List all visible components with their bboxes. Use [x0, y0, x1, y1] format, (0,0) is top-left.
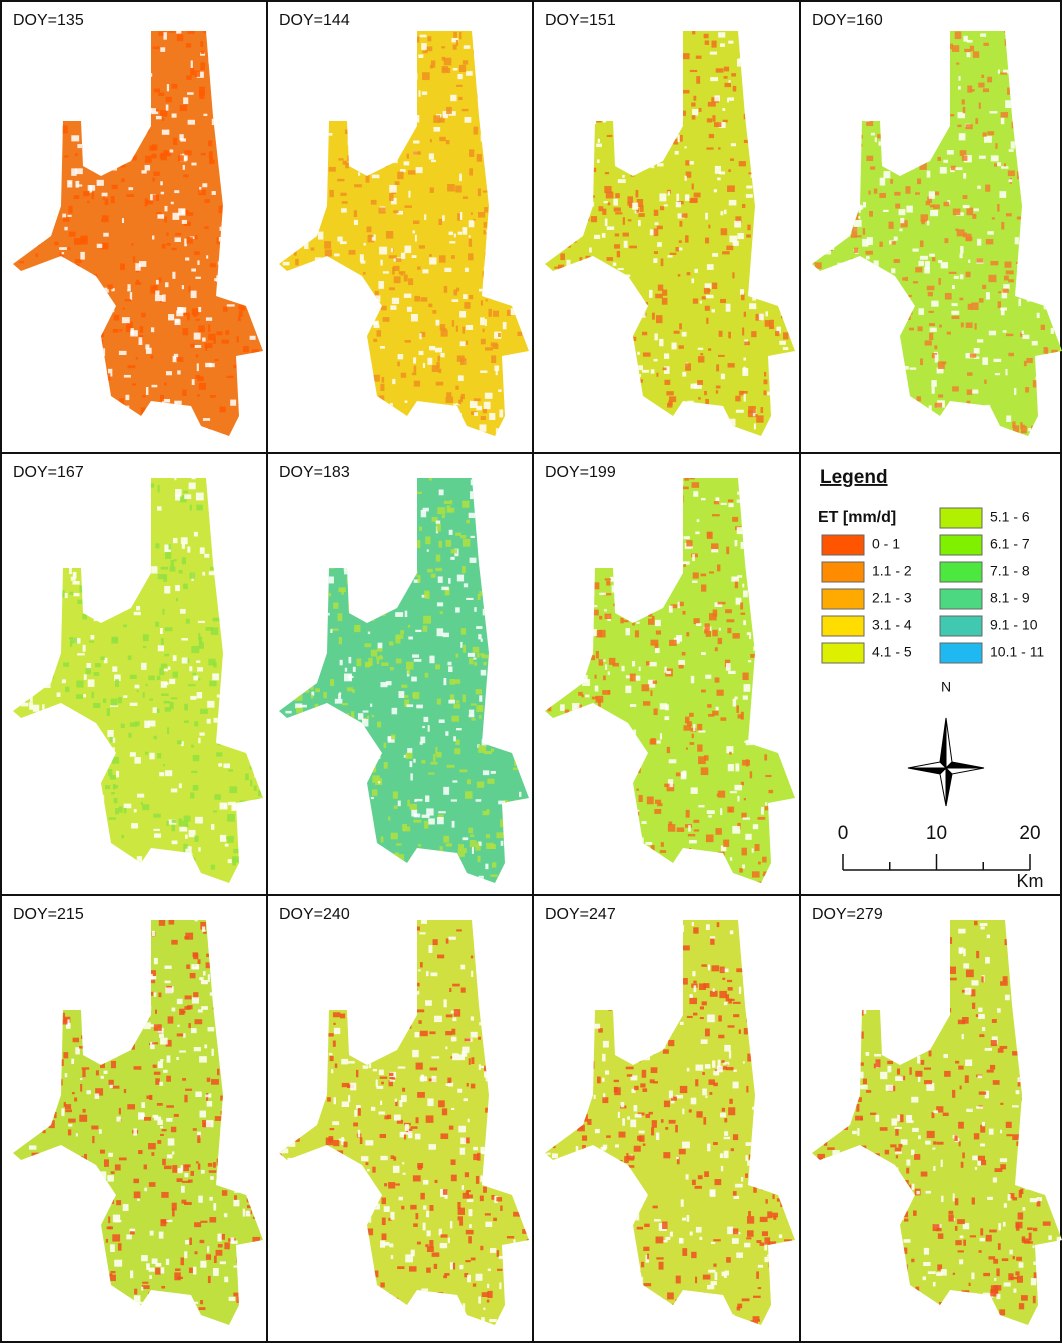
legend-label: 2.1 - 3 — [872, 590, 912, 606]
panel-label: DOY=199 — [545, 464, 616, 481]
legend-swatch — [822, 616, 864, 636]
legend-label: 8.1 - 9 — [990, 590, 1030, 606]
panel-label: DOY=135 — [13, 12, 84, 29]
map-panel — [278, 473, 538, 895]
map-panel — [543, 473, 802, 894]
legend-swatch — [940, 508, 982, 528]
legend-swatch — [940, 562, 982, 582]
panel-label: DOY=151 — [545, 12, 616, 29]
map-panel — [11, 26, 273, 447]
legend-subtitle: ET [mm/d] — [818, 509, 896, 526]
map-panel — [11, 473, 270, 892]
et-map — [13, 31, 263, 436]
et-map — [13, 920, 263, 1325]
map-panel — [543, 915, 803, 1332]
panel-label: DOY=183 — [279, 464, 350, 481]
map-panel — [277, 28, 537, 447]
north-label: N — [941, 679, 951, 695]
map-panel — [543, 30, 805, 443]
legend-swatch — [822, 535, 864, 555]
legend-swatch — [822, 589, 864, 609]
legend-label: 7.1 - 8 — [990, 563, 1030, 579]
map-panel — [11, 915, 273, 1331]
scale-label: 10 — [926, 823, 947, 844]
legend-label: 6.1 - 7 — [990, 536, 1030, 552]
panel-label: DOY=144 — [279, 12, 350, 29]
legend-swatch — [940, 643, 982, 663]
panel-label: DOY=279 — [812, 906, 883, 923]
et-map — [13, 478, 263, 883]
legend-label: 10.1 - 11 — [990, 644, 1044, 660]
legend-swatch — [940, 616, 982, 636]
legend-label: 9.1 - 10 — [990, 617, 1038, 633]
figure: DOY=135 DOY=144 DOY=151 DOY=160 DOY=167 DOY=1… — [0, 0, 1062, 1343]
legend-swatch — [940, 589, 982, 609]
scale-unit: Km — [1017, 871, 1044, 891]
map-panel — [810, 915, 1062, 1336]
map-panel — [810, 27, 1062, 448]
map-panel — [277, 915, 538, 1336]
scale-label: 0 — [838, 823, 849, 844]
legend-swatch — [822, 643, 864, 663]
north-arrow — [908, 718, 984, 806]
panel-label: DOY=160 — [812, 12, 883, 29]
panel-label: DOY=215 — [13, 906, 84, 923]
et-map — [279, 478, 529, 883]
legend-swatch — [822, 562, 864, 582]
legend-label: 3.1 - 4 — [872, 617, 912, 633]
panel-label: DOY=240 — [279, 906, 350, 923]
panel-label: DOY=167 — [13, 464, 84, 481]
panel-label: DOY=247 — [545, 906, 616, 923]
legend-label: 1.1 - 2 — [872, 563, 912, 579]
legend-label: 5.1 - 6 — [990, 509, 1030, 525]
et-map — [279, 920, 529, 1325]
legend-swatch — [940, 535, 982, 555]
et-map — [545, 31, 795, 436]
legend-label: 0 - 1 — [872, 536, 900, 552]
et-map — [812, 31, 1062, 436]
scale-label: 20 — [1019, 823, 1040, 844]
et-map — [812, 920, 1062, 1325]
legend-title: Legend — [820, 467, 888, 488]
legend-label: 4.1 - 5 — [872, 644, 912, 660]
